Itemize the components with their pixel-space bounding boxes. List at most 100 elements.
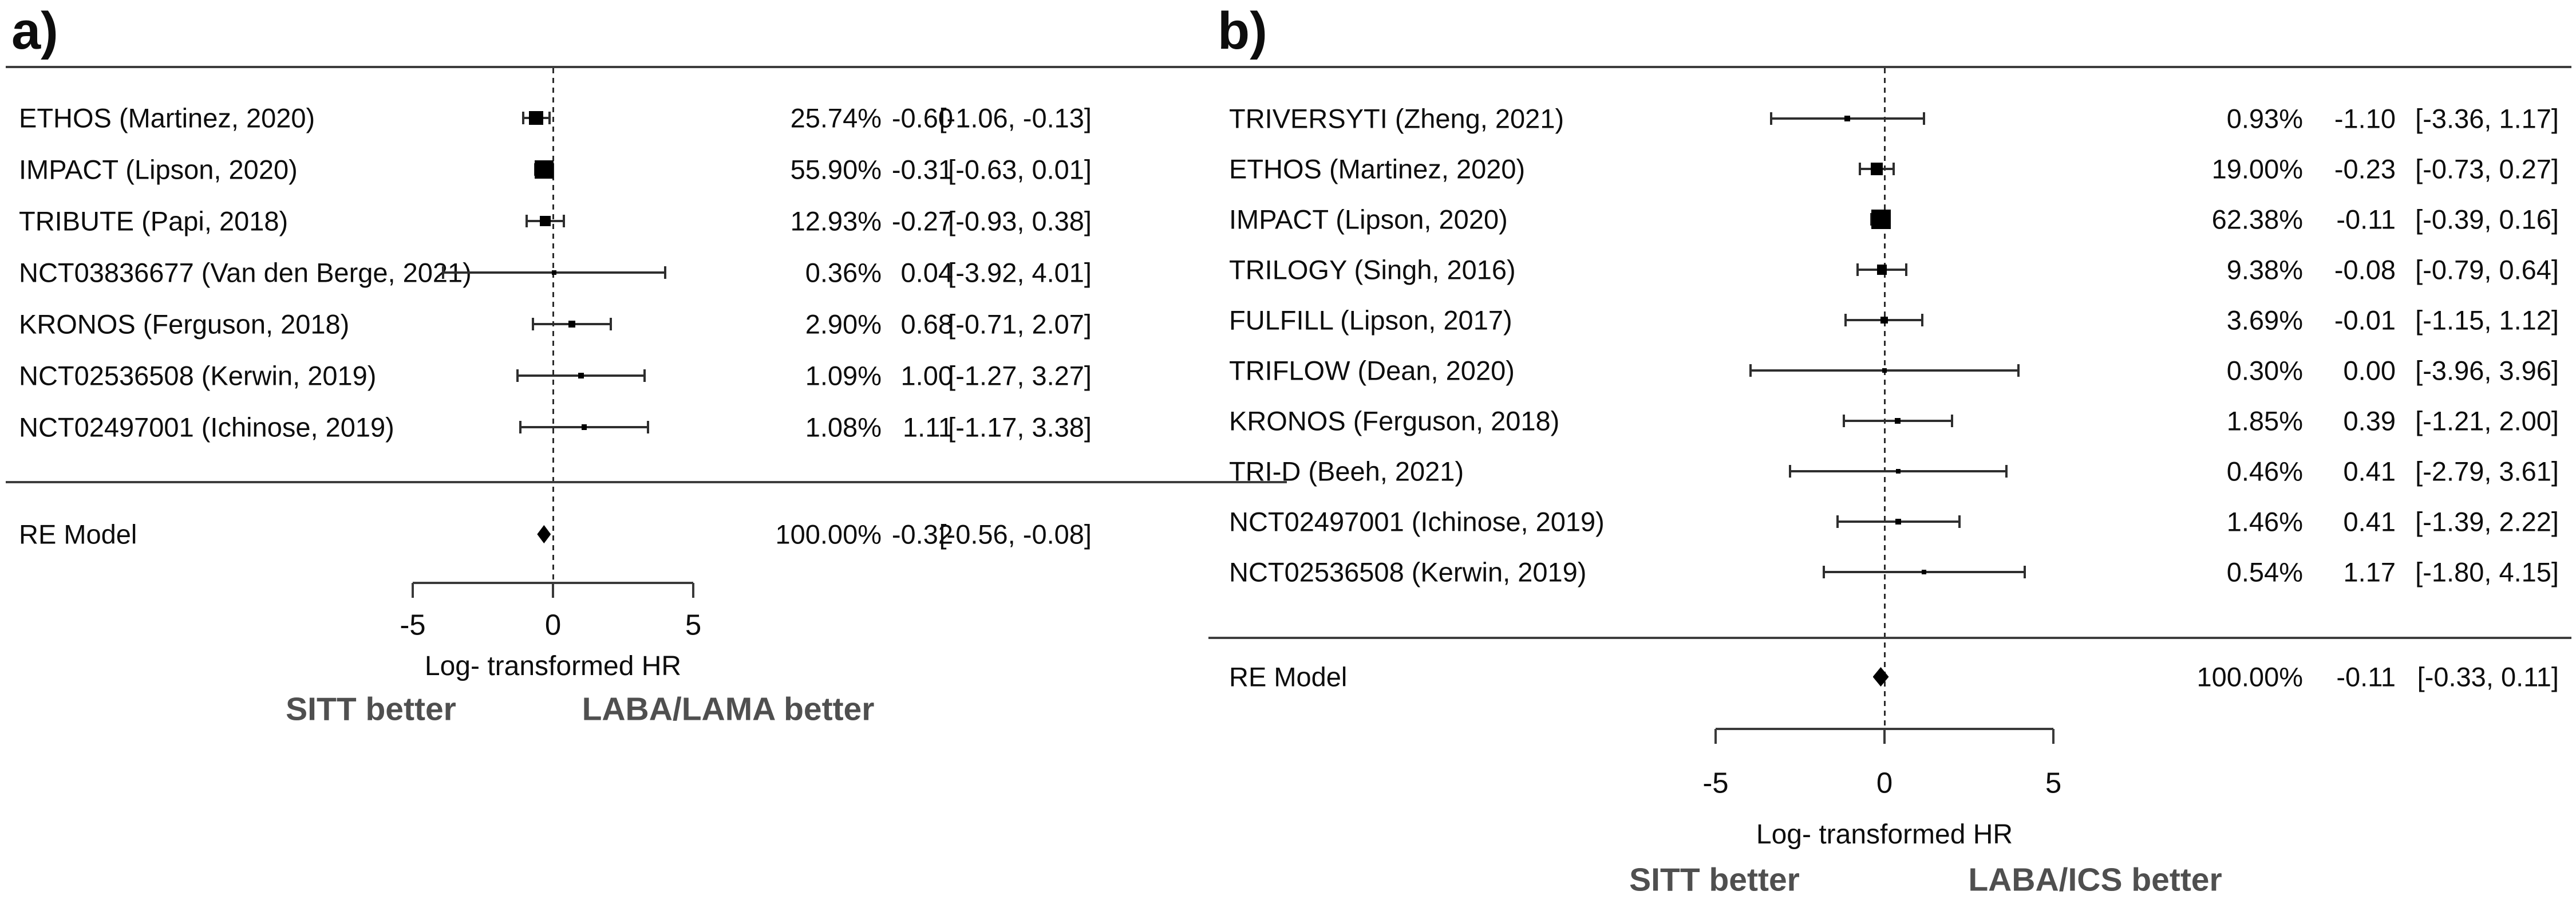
zero-reference-line xyxy=(1883,68,1886,728)
study-label: TRIFLOW (Dean, 2020) xyxy=(1229,355,1515,386)
study-label: ETHOS (Martinez, 2020) xyxy=(1229,153,1526,184)
effect-square xyxy=(551,270,557,275)
ci-cap-right xyxy=(548,112,551,124)
ci-cap-right xyxy=(2005,465,2008,478)
ci-cap-right xyxy=(1923,112,1926,125)
weight-value: 62.38% xyxy=(2211,204,2303,235)
summary-estimate-value: -0.11 xyxy=(2336,661,2396,692)
ci-value: [-3.36, 1.17] xyxy=(2415,103,2559,134)
weight-value: 0.30% xyxy=(2226,355,2303,386)
top-rule xyxy=(6,66,1287,68)
effect-square xyxy=(1876,265,1887,275)
direction-label-left: SITT better xyxy=(1629,861,1800,898)
study-label: IMPACT (Lipson, 2020) xyxy=(19,154,298,185)
direction-label-left: SITT better xyxy=(286,691,456,728)
ci-cap-left xyxy=(1749,364,1752,377)
summary-weight-value: 100.00% xyxy=(2196,661,2303,692)
ci-cap-left xyxy=(1769,112,1772,125)
estimate-value: -0.08 xyxy=(2334,254,2396,285)
estimate-value: 1.11 xyxy=(903,412,953,443)
estimate-value: 0.41 xyxy=(2343,456,2396,487)
separator-rule xyxy=(1208,637,2571,639)
weight-value: 0.46% xyxy=(2226,456,2303,487)
direction-label-right: LABA/ICS better xyxy=(1968,861,2222,898)
study-label: NCT03836677 (Van den Berge, 2021) xyxy=(19,257,472,288)
ci-value: [-1.17, 3.38] xyxy=(948,412,1092,443)
weight-value: 19.00% xyxy=(2211,153,2303,184)
ci-cap-right xyxy=(2017,364,2020,377)
estimate-value: -0.11 xyxy=(2336,204,2396,235)
ci-value: [-0.63, 0.01] xyxy=(948,154,1092,185)
effect-square xyxy=(1880,316,1888,324)
axis-tick xyxy=(2052,729,2055,744)
panel-letter: b) xyxy=(1218,2,1267,60)
weight-value: 25.74% xyxy=(790,102,882,133)
ci-cap-left xyxy=(1842,415,1845,427)
axis-tick-label: 0 xyxy=(544,608,562,641)
effect-square xyxy=(535,160,554,179)
weight-value: 1.46% xyxy=(2226,506,2303,537)
estimate-value: 0.39 xyxy=(2343,405,2396,436)
study-label: ETHOS (Martinez, 2020) xyxy=(19,102,315,133)
ci-cap-right xyxy=(610,318,613,330)
estimate-value: 0.00 xyxy=(2343,355,2396,386)
study-label: KRONOS (Ferguson, 2018) xyxy=(19,309,350,340)
estimate-value: -1.10 xyxy=(2334,103,2396,134)
ci-cap-right xyxy=(664,266,667,279)
weight-value: 0.54% xyxy=(2226,557,2303,587)
summary-estimate-value: -0.32 xyxy=(891,519,953,550)
study-label: NCT02536508 (Kerwin, 2019) xyxy=(1229,557,1587,587)
ci-cap-left xyxy=(1844,314,1847,326)
axis-tick-label: 0 xyxy=(1876,766,1893,799)
weight-value: 1.09% xyxy=(805,360,882,391)
effect-square xyxy=(540,215,551,227)
top-rule xyxy=(1208,66,2571,68)
ci-cap-right xyxy=(2023,566,2026,578)
weight-value: 3.69% xyxy=(2226,305,2303,336)
study-label: IMPACT (Lipson, 2020) xyxy=(1229,204,1508,235)
study-label: NCT02497001 (Ichinose, 2019) xyxy=(1229,506,1605,537)
estimate-value: 0.68 xyxy=(900,309,953,340)
ci-cap-left xyxy=(532,318,535,330)
axis-tick xyxy=(412,583,414,598)
estimate-value: -0.31 xyxy=(891,154,953,185)
ci-cap-right xyxy=(1892,163,1895,175)
weight-value: 1.85% xyxy=(2226,405,2303,436)
ci-cap-left xyxy=(519,421,521,433)
effect-square xyxy=(1895,518,1902,525)
effect-square xyxy=(529,111,543,125)
weight-value: 9.38% xyxy=(2226,254,2303,285)
effect-square xyxy=(1844,116,1850,121)
estimate-value: -0.23 xyxy=(2334,153,2396,184)
estimate-value: 0.41 xyxy=(2343,506,2396,537)
estimate-value: -0.60 xyxy=(891,102,953,133)
axis-tick-label: 5 xyxy=(685,608,702,641)
effect-square xyxy=(1871,210,1891,229)
ci-cap-left xyxy=(1836,515,1839,528)
ci-value: [-0.73, 0.27] xyxy=(2415,153,2559,184)
axis-title: Log- transformed HR xyxy=(424,651,682,681)
ci-value: [-0.79, 0.64] xyxy=(2415,254,2559,285)
ci-cap-left xyxy=(526,215,528,227)
effect-square xyxy=(568,320,576,328)
summary-label: RE Model xyxy=(19,519,137,550)
ci-value: [-3.92, 4.01] xyxy=(948,257,1092,288)
ci-value: [-1.39, 2.22] xyxy=(2415,506,2559,537)
effect-square xyxy=(1870,163,1883,175)
weight-value: 12.93% xyxy=(790,206,882,236)
ci-cap-right xyxy=(1921,314,1924,326)
ci-value: [-1.06, -0.13] xyxy=(939,102,1092,133)
study-label: NCT02536508 (Kerwin, 2019) xyxy=(19,360,377,391)
ci-cap-left xyxy=(1856,263,1859,276)
summary-diamond xyxy=(1872,667,1889,687)
direction-label-right: LABA/LAMA better xyxy=(582,691,875,728)
effect-square xyxy=(578,373,584,378)
summary-ci-value: [-0.56, -0.08] xyxy=(939,519,1092,550)
ci-value: [-0.71, 2.07] xyxy=(948,309,1092,340)
weight-value: 55.90% xyxy=(790,154,882,185)
ci-cap-right xyxy=(1905,263,1907,276)
effect-square xyxy=(1882,368,1887,373)
study-label: NCT02497001 (Ichinose, 2019) xyxy=(19,412,394,443)
effect-square xyxy=(1895,468,1901,474)
ci-value: [-1.15, 1.12] xyxy=(2415,305,2559,336)
